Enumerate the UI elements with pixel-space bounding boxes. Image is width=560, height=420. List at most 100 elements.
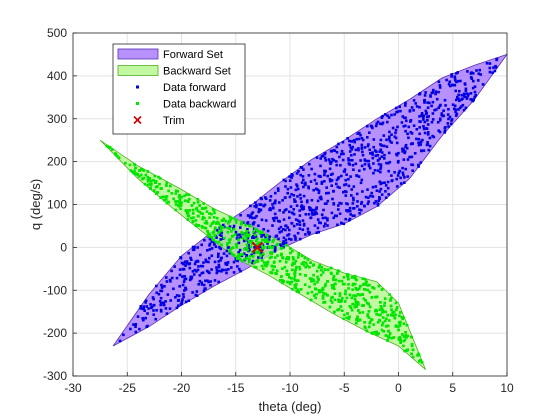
data-point bbox=[446, 113, 450, 116]
data-point bbox=[198, 204, 201, 207]
data-point bbox=[340, 149, 344, 153]
data-point bbox=[283, 209, 287, 212]
data-point bbox=[168, 307, 172, 310]
data-point bbox=[346, 137, 349, 140]
data-point bbox=[387, 336, 391, 339]
data-point bbox=[152, 304, 155, 307]
data-point bbox=[375, 122, 379, 125]
data-point bbox=[217, 222, 221, 225]
data-point bbox=[375, 332, 378, 336]
data-point bbox=[384, 310, 387, 314]
data-point bbox=[368, 321, 371, 325]
data-point bbox=[422, 114, 425, 117]
data-point bbox=[337, 208, 340, 211]
data-point bbox=[362, 297, 366, 301]
data-point bbox=[435, 108, 438, 111]
data-point bbox=[405, 349, 409, 352]
data-point bbox=[304, 233, 307, 236]
data-point bbox=[158, 300, 162, 303]
data-point bbox=[295, 282, 298, 286]
data-point bbox=[368, 325, 371, 329]
data-point bbox=[270, 271, 274, 275]
data-point bbox=[290, 176, 293, 179]
data-point bbox=[384, 113, 387, 116]
data-point bbox=[321, 216, 325, 220]
data-point bbox=[464, 89, 468, 92]
data-point bbox=[245, 230, 248, 233]
data-point bbox=[447, 83, 451, 86]
data-point bbox=[273, 245, 277, 249]
data-point bbox=[293, 277, 296, 281]
data-point bbox=[175, 294, 179, 297]
data-point bbox=[217, 265, 221, 269]
data-point bbox=[258, 245, 262, 249]
data-point bbox=[229, 247, 233, 250]
data-point bbox=[395, 308, 398, 312]
data-point bbox=[346, 273, 349, 276]
data-point bbox=[332, 278, 335, 281]
data-point bbox=[438, 86, 442, 89]
data-point bbox=[401, 150, 404, 153]
data-point bbox=[333, 298, 337, 302]
data-point bbox=[212, 230, 216, 234]
data-point bbox=[321, 294, 325, 298]
data-point bbox=[352, 185, 356, 188]
data-point bbox=[262, 233, 266, 237]
data-point bbox=[412, 109, 415, 112]
data-point bbox=[379, 166, 383, 169]
data-points bbox=[105, 57, 499, 364]
data-point bbox=[472, 79, 475, 83]
data-point bbox=[215, 268, 219, 272]
data-point bbox=[151, 296, 155, 299]
data-point bbox=[388, 293, 391, 296]
data-point bbox=[279, 244, 283, 247]
data-point bbox=[300, 204, 304, 207]
data-point bbox=[422, 149, 426, 152]
data-point bbox=[405, 323, 409, 327]
data-point bbox=[347, 158, 350, 162]
data-point bbox=[420, 112, 424, 115]
data-point bbox=[213, 260, 217, 264]
data-point bbox=[149, 303, 152, 306]
data-point bbox=[409, 119, 413, 122]
data-point bbox=[297, 253, 301, 257]
data-point bbox=[325, 191, 328, 195]
data-point bbox=[158, 182, 161, 186]
data-point bbox=[470, 71, 473, 74]
y-tick-label: -300 bbox=[43, 369, 67, 383]
data-point bbox=[379, 167, 382, 171]
data-point bbox=[174, 203, 178, 206]
data-point bbox=[408, 155, 411, 159]
data-point bbox=[356, 293, 360, 296]
data-point bbox=[201, 271, 205, 274]
data-point bbox=[236, 265, 239, 268]
data-point bbox=[338, 292, 342, 295]
data-point bbox=[153, 174, 157, 178]
data-point bbox=[370, 318, 374, 321]
data-point bbox=[164, 307, 168, 310]
data-point bbox=[394, 301, 398, 305]
data-point bbox=[191, 245, 195, 249]
data-point bbox=[262, 261, 266, 264]
data-point bbox=[363, 282, 366, 286]
data-point bbox=[469, 92, 473, 95]
data-point bbox=[162, 301, 165, 304]
legend-label: Data backward bbox=[163, 99, 236, 111]
data-point bbox=[178, 201, 181, 205]
legend-swatch-forward-set bbox=[117, 48, 159, 60]
data-point bbox=[273, 247, 277, 250]
data-point bbox=[185, 260, 189, 263]
data-point bbox=[457, 108, 460, 111]
data-point bbox=[286, 191, 289, 195]
data-point bbox=[373, 169, 377, 172]
data-point bbox=[146, 180, 150, 183]
data-point bbox=[368, 148, 371, 152]
data-point bbox=[337, 142, 340, 146]
data-point bbox=[279, 247, 283, 250]
data-point bbox=[385, 138, 388, 142]
data-point bbox=[178, 268, 182, 271]
data-point bbox=[155, 309, 158, 312]
y-axis-label: q (deg/s) bbox=[28, 179, 43, 230]
data-point bbox=[387, 169, 390, 173]
data-point bbox=[316, 275, 319, 279]
